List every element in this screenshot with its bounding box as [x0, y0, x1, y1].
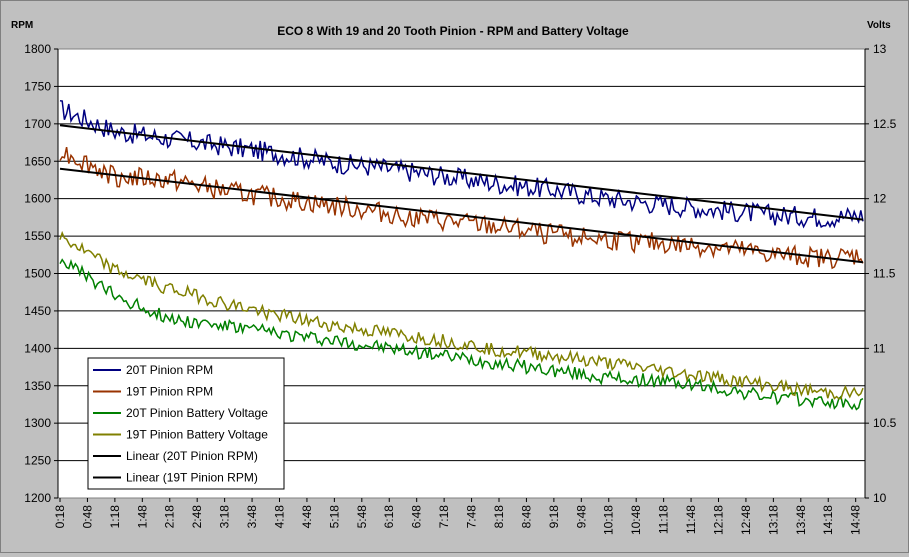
- y-right-unit: Volts: [867, 20, 891, 31]
- x-tick-label: 14:48: [849, 505, 863, 535]
- x-tick-label: 9:48: [574, 505, 588, 529]
- y-right-axis: 10 10.5 11 11.5 12 12.5 13: [864, 42, 897, 505]
- y-left-tick-label: 1300: [24, 416, 51, 430]
- y-left-tick-label: 1250: [24, 454, 51, 468]
- y-right-tick-label: 10.5: [873, 416, 897, 430]
- x-tick-label: 6:48: [410, 505, 424, 529]
- x-tick-label: 8:18: [492, 505, 506, 529]
- x-tick-label: 4:18: [272, 505, 286, 529]
- x-tick-label: 7:48: [465, 505, 479, 529]
- series-line-0: [59, 99, 864, 229]
- x-tick-label: 0:18: [53, 505, 67, 529]
- x-tick-label: 3:48: [245, 505, 259, 529]
- y-right-tick-label: 11: [873, 341, 886, 355]
- y-left-tick-label: 1200: [24, 491, 51, 505]
- chart-title: ECO 8 With 19 and 20 Tooth Pinion - RPM …: [277, 24, 629, 38]
- x-tick-label: 13:18: [766, 505, 780, 535]
- legend-box: [87, 357, 285, 490]
- x-tick-label: 10:18: [602, 505, 616, 535]
- y-left-tick-label: 1600: [24, 192, 51, 206]
- x-tick-label: 8:48: [519, 505, 533, 529]
- legend-entry: 20T Pinion RPM: [126, 363, 213, 377]
- y-right-tick-label: 10: [873, 491, 887, 505]
- y-left-tick-label: 1650: [24, 154, 51, 168]
- x-tick-label: 14:18: [821, 505, 835, 535]
- legend-entry: 20T Pinion Battery Voltage: [126, 406, 268, 420]
- x-tick-label: 12:48: [739, 505, 753, 535]
- legend-entry: 19T Pinion Battery Voltage: [126, 428, 268, 442]
- x-tick-label: 3:18: [218, 505, 232, 529]
- y-left-tick-label: 1550: [24, 229, 51, 243]
- y-left-tick-label: 1700: [24, 117, 51, 131]
- x-axis: 0:18 0:48 1:18 1:48 2:18 2:48 3:18 3:48 4:18 4:48…: [53, 498, 863, 535]
- y-left-tick-label: 1800: [24, 42, 51, 56]
- series-line-2: [59, 258, 864, 411]
- legend: 20T Pinion RPM 19T Pinion RPM 20T Pinion B…: [87, 357, 285, 490]
- y-right-tick-label: 12: [873, 192, 887, 206]
- x-tick-label: 5:18: [327, 505, 341, 529]
- y-left-tick-label: 1500: [24, 267, 51, 281]
- y-left-tick-label: 1750: [24, 79, 51, 93]
- series-line-4: [59, 124, 864, 221]
- y-right-tick-label: 12.5: [873, 117, 897, 131]
- y-right-tick-label: 13: [873, 42, 887, 56]
- series-line-5: [59, 167, 864, 264]
- x-tick-label: 11:18: [657, 505, 671, 534]
- legend-entry: Linear (19T Pinion RPM): [126, 471, 258, 485]
- x-tick-label: 5:48: [355, 505, 369, 529]
- y-left-unit: RPM: [11, 20, 33, 31]
- y-left-tick-label: 1400: [24, 341, 51, 355]
- x-tick-label: 7:18: [437, 505, 451, 529]
- x-tick-label: 0:48: [80, 505, 94, 529]
- legend-entry: Linear (20T Pinion RPM): [126, 449, 258, 463]
- y-left-axis: 1200 1250 1300 1350 1400 1450 1500 1550 1600 1650…: [24, 42, 59, 505]
- y-left-tick-label: 1350: [24, 379, 51, 393]
- x-tick-label: 2:18: [163, 505, 177, 529]
- x-tick-label: 13:48: [794, 505, 808, 535]
- y-left-tick-label: 1450: [24, 304, 51, 318]
- x-tick-label: 10:48: [629, 505, 643, 535]
- series-line-3: [59, 230, 864, 400]
- x-tick-label: 12:18: [711, 505, 725, 535]
- x-tick-label: 6:18: [382, 505, 396, 529]
- x-tick-label: 1:48: [135, 505, 149, 529]
- x-tick-label: 2:48: [190, 505, 204, 529]
- x-tick-label: 9:18: [547, 505, 561, 529]
- x-tick-label: 4:48: [300, 505, 314, 529]
- legend-entry: 19T Pinion RPM: [126, 385, 213, 399]
- y-right-tick-label: 11.5: [873, 267, 896, 281]
- x-tick-label: 11:48: [684, 505, 698, 534]
- series-group: [59, 99, 864, 411]
- x-tick-label: 1:18: [108, 505, 122, 529]
